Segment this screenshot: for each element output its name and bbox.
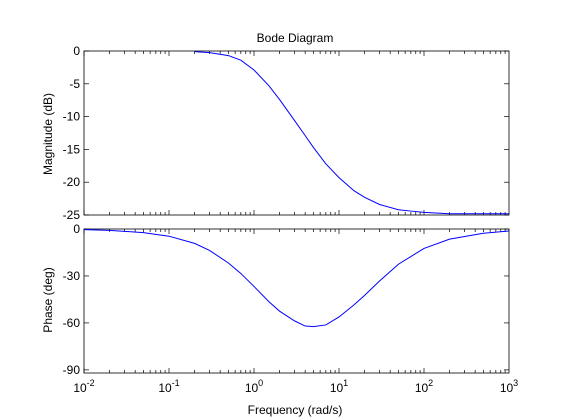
phase-series-line xyxy=(83,229,510,328)
phase-y-tick-label: -90 xyxy=(63,363,81,377)
phase-axis-label: Phase (deg) xyxy=(41,267,55,332)
magnitude-y-tick-label: -15 xyxy=(63,142,81,156)
x-tick-label: 101 xyxy=(330,378,348,395)
magnitude-y-tick-label: -25 xyxy=(63,208,81,222)
magnitude-y-tick-label: -10 xyxy=(63,110,81,124)
x-tick-label: 103 xyxy=(500,378,518,395)
phase-y-tick-label: -60 xyxy=(63,316,81,330)
magnitude-y-tick-label: -5 xyxy=(69,77,80,91)
magnitude-series-line xyxy=(194,51,509,215)
x-tick-label: 100 xyxy=(245,378,263,395)
x-tick-label: 10-2 xyxy=(73,378,94,395)
magnitude-axis-label: Magnitude (dB) xyxy=(41,93,55,175)
x-tick-label: 10-1 xyxy=(158,378,179,395)
magnitude-axes-box xyxy=(83,50,510,216)
frequency-axis-label: Frequency (rad/s) xyxy=(248,403,343,417)
chart-title: Bode Diagram xyxy=(257,31,334,45)
magnitude-y-tick-label: -20 xyxy=(63,175,81,189)
magnitude-y-tick-label: 0 xyxy=(73,44,80,58)
magnitude-panel: 0 -5 -10 -15 -20 -25 xyxy=(63,44,510,222)
x-tick-label: 102 xyxy=(415,378,433,395)
phase-axes-box xyxy=(83,228,510,374)
phase-y-tick-label: -30 xyxy=(63,269,81,283)
phase-y-tick-label: 0 xyxy=(73,222,80,236)
